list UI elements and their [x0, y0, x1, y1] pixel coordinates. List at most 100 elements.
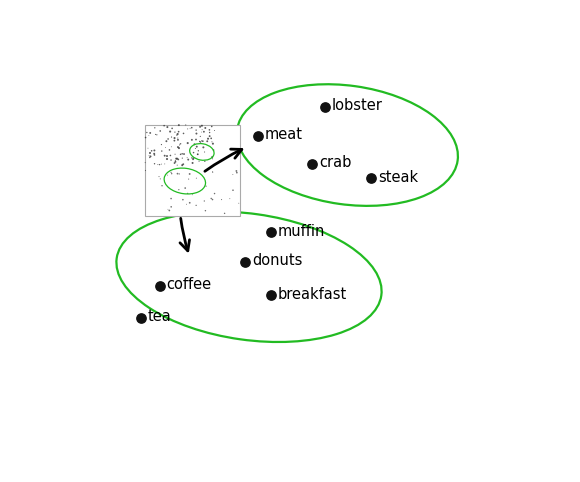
Point	[185, 170, 194, 178]
Point	[167, 170, 176, 177]
Point	[150, 150, 159, 158]
Point	[164, 135, 173, 143]
Point	[144, 132, 154, 139]
Point	[197, 137, 206, 145]
Point	[154, 173, 164, 180]
Point	[152, 131, 161, 139]
Point	[166, 143, 176, 151]
Point	[195, 133, 205, 140]
Point	[147, 147, 156, 155]
Point	[141, 134, 150, 141]
Point	[194, 147, 203, 155]
Point	[193, 150, 202, 158]
Point	[171, 158, 180, 166]
Point	[172, 155, 181, 162]
Point	[190, 140, 199, 148]
Point	[157, 141, 166, 148]
Point	[181, 121, 190, 129]
Point	[164, 205, 173, 213]
Point	[140, 159, 150, 166]
Point	[202, 137, 212, 145]
Point	[367, 174, 376, 182]
Point	[192, 130, 201, 137]
Point	[228, 171, 237, 178]
Point	[162, 152, 172, 160]
Point	[174, 128, 183, 135]
Point	[173, 156, 183, 163]
Point	[146, 129, 155, 137]
Point	[225, 195, 234, 202]
Point	[267, 228, 276, 236]
Point	[184, 156, 193, 163]
Point	[155, 282, 165, 290]
Point	[178, 196, 187, 203]
Point	[234, 200, 244, 207]
Point	[205, 129, 214, 136]
Point	[173, 134, 183, 142]
Point	[200, 128, 209, 135]
Point	[208, 140, 218, 147]
Point	[198, 126, 207, 134]
Point	[253, 132, 263, 140]
Point	[176, 150, 185, 158]
Point	[183, 154, 192, 161]
Point	[196, 138, 205, 146]
Point	[176, 140, 185, 147]
Point	[165, 146, 174, 154]
Point	[201, 182, 211, 190]
Text: coffee: coffee	[166, 278, 212, 293]
Point	[150, 160, 159, 168]
Point	[155, 175, 165, 183]
Point	[170, 159, 179, 167]
Point	[143, 144, 153, 152]
Point	[165, 207, 174, 214]
Point	[232, 169, 241, 176]
Point	[155, 127, 165, 135]
Point	[206, 134, 216, 142]
Point	[177, 161, 187, 168]
Point	[166, 203, 176, 211]
Text: donuts: donuts	[252, 254, 302, 268]
Point	[166, 152, 175, 160]
Point	[220, 210, 229, 217]
Point	[175, 141, 184, 149]
Point	[166, 195, 176, 202]
Point	[197, 128, 206, 136]
Point	[205, 132, 214, 140]
Point	[207, 138, 216, 146]
Text: crab: crab	[319, 155, 351, 170]
Point	[157, 182, 166, 189]
Point	[183, 125, 193, 133]
Point	[160, 152, 169, 160]
Point	[195, 137, 204, 145]
Point	[157, 160, 166, 168]
Point	[208, 196, 217, 203]
Point	[179, 130, 188, 137]
Point	[174, 186, 183, 194]
Point	[191, 126, 201, 134]
Point	[187, 136, 197, 144]
Point	[150, 151, 159, 159]
Point	[161, 144, 170, 151]
Point	[208, 153, 217, 161]
Point	[200, 148, 209, 156]
Point	[175, 140, 184, 148]
Point	[177, 150, 187, 158]
Point	[199, 144, 208, 151]
Point	[146, 152, 155, 160]
Text: muffin: muffin	[278, 224, 325, 239]
Point	[167, 133, 176, 141]
Point	[206, 195, 216, 202]
Point	[155, 161, 164, 169]
Point	[174, 121, 183, 129]
Text: meat: meat	[265, 127, 303, 142]
Point	[229, 187, 238, 194]
Point	[208, 168, 217, 176]
Point	[150, 147, 159, 154]
Point	[177, 161, 187, 169]
Point	[232, 167, 241, 175]
Point	[180, 184, 190, 192]
Point	[209, 146, 218, 154]
Point	[173, 143, 183, 151]
Point	[191, 145, 200, 152]
